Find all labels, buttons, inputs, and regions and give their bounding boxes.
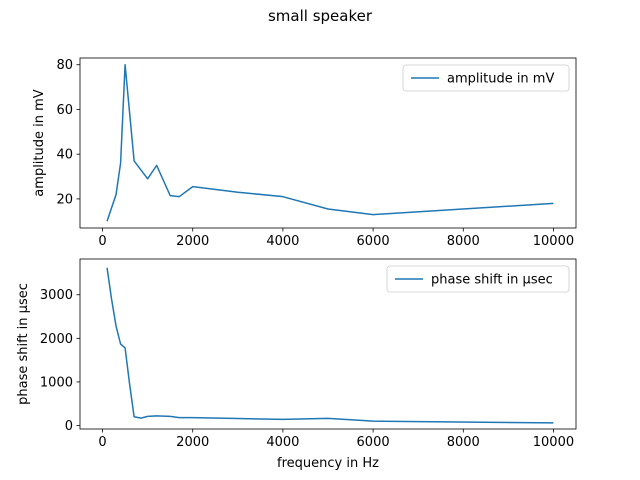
x-tick-label: 8000 xyxy=(447,435,480,450)
y-tick-label: 60 xyxy=(56,103,73,118)
y-tick-label: 80 xyxy=(56,58,73,73)
phase-panel: 0 2000 4000 6000 8000 10000 0 1000 2000 3000 phase… xyxy=(16,258,577,471)
legend-label: phase shift in µsec xyxy=(431,273,553,288)
y-tick-label: 0 xyxy=(65,419,73,434)
x-tick-label: 2000 xyxy=(176,234,209,249)
x-tick-label: 0 xyxy=(98,435,106,450)
x-tick-label: 0 xyxy=(98,234,106,249)
x-axis-label: frequency in Hz xyxy=(277,456,379,471)
y-tick-label: 2000 xyxy=(40,332,73,347)
x-tick-label: 6000 xyxy=(357,435,390,450)
figure-title: small speaker xyxy=(268,7,373,25)
y-tick-label: 20 xyxy=(56,192,73,207)
x-tick-label: 8000 xyxy=(447,234,480,249)
legend-box xyxy=(402,64,570,92)
y-tick-label: 1000 xyxy=(40,375,73,390)
axes-frame xyxy=(79,57,577,229)
x-tick-label: 2000 xyxy=(176,435,209,450)
x-tick-label: 4000 xyxy=(266,435,299,450)
y-axis-label: amplitude in mV xyxy=(32,89,47,196)
legend-box xyxy=(386,265,570,293)
amplitude-panel: 0 2000 4000 6000 8000 10000 20 40 60 80 amplitude … xyxy=(32,57,577,249)
legend: amplitude in mV xyxy=(402,64,570,92)
y-tick-label: 3000 xyxy=(40,288,73,303)
x-tick-label: 10000 xyxy=(533,234,574,249)
series-line-0 xyxy=(106,63,554,222)
x-tick-label: 4000 xyxy=(266,234,299,249)
x-tick-label: 10000 xyxy=(533,435,574,450)
x-tick-label: 6000 xyxy=(357,234,390,249)
legend: phase shift in µsec xyxy=(386,265,570,293)
legend-label: amplitude in mV xyxy=(447,72,554,87)
series-line-0 xyxy=(106,267,554,424)
y-tick-label: 40 xyxy=(56,148,73,163)
axes-frame xyxy=(79,258,577,430)
y-axis-label: phase shift in µsec xyxy=(16,283,31,405)
